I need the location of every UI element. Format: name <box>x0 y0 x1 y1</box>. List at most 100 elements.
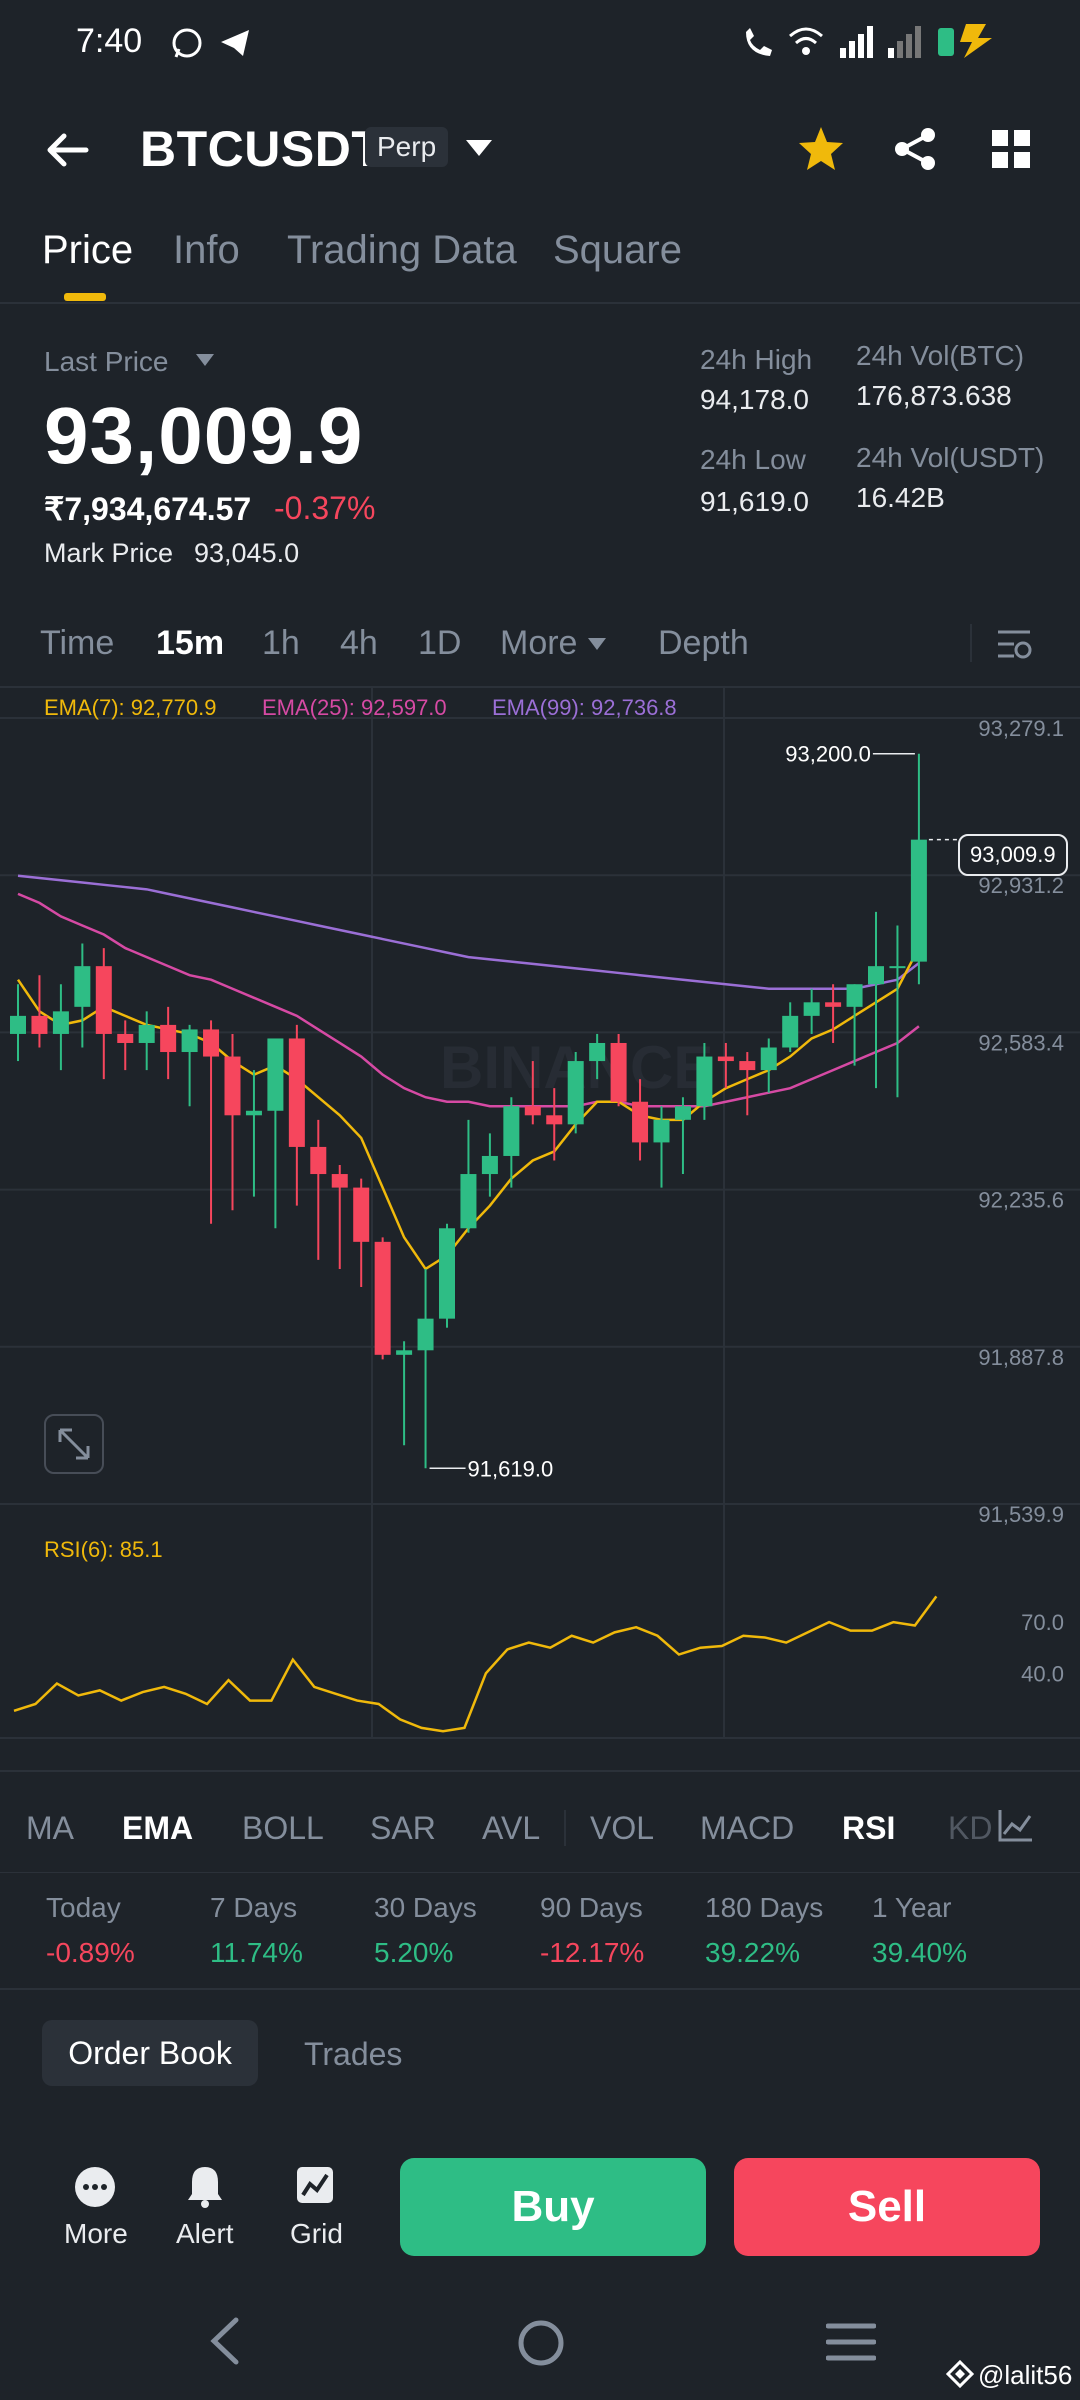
share-icon[interactable] <box>892 126 938 172</box>
candle-body <box>267 1038 284 1111</box>
tab-trading-data[interactable]: Trading Data <box>287 228 517 272</box>
binance-logo-icon <box>946 2360 974 2388</box>
indicator-ema[interactable]: EMA <box>122 1810 194 1846</box>
indicator-macd[interactable]: MACD <box>700 1810 795 1846</box>
tab-square[interactable]: Square <box>553 228 682 272</box>
candle-body <box>374 1241 391 1355</box>
last-price-dropdown-icon[interactable] <box>194 352 216 368</box>
buy-button[interactable]: Buy <box>400 2158 706 2256</box>
candle-body <box>52 1011 69 1034</box>
more-icon[interactable] <box>74 2166 116 2208</box>
divider <box>0 610 1080 611</box>
candle-body <box>782 1015 799 1048</box>
wifi-icon <box>789 27 823 55</box>
fullscreen-button[interactable] <box>44 1414 104 1474</box>
nav-menu-icon[interactable] <box>826 2320 876 2364</box>
signal-2-icon <box>888 26 921 58</box>
y-tick-label: 92,583.4 <box>978 1030 1064 1055</box>
nav-back-icon[interactable] <box>206 2316 246 2366</box>
candle-body <box>653 1119 670 1143</box>
ema7-legend: EMA(7): 92,770.9 <box>44 695 216 720</box>
chart-settings-icon[interactable] <box>994 624 1034 664</box>
candle-body <box>717 1056 734 1062</box>
expand-icon <box>58 1428 90 1460</box>
inr-price: ₹7,934,674.57 <box>44 491 252 527</box>
vol-usdt-label: 24h Vol(USDT) <box>856 442 1045 473</box>
y-axis: 93,279.1 92,931.2 92,583.4 92,235.6 91,887.8… <box>978 716 1064 1527</box>
divider <box>0 302 1080 304</box>
whatsapp-icon <box>172 28 202 58</box>
candle-body <box>117 1033 134 1043</box>
alert-label[interactable]: Alert <box>176 2218 234 2249</box>
header: BTCUSDT Perp <box>0 110 1080 190</box>
rsi-tick-label: 70.0 <box>1021 1610 1064 1635</box>
grid-label[interactable]: Grid <box>290 2218 343 2249</box>
signal-icon <box>840 26 873 58</box>
price-change: -0.37% <box>274 490 376 526</box>
candle-body <box>503 1106 520 1156</box>
symbol-title[interactable]: BTCUSDT <box>140 121 383 177</box>
tab-info[interactable]: Info <box>173 228 240 272</box>
indicator-settings-icon[interactable] <box>996 1806 1036 1846</box>
symbol-dropdown-icon[interactable] <box>464 138 494 160</box>
divider <box>970 624 972 662</box>
divider <box>0 1988 1080 1990</box>
last-price-label[interactable]: Last Price <box>44 346 169 377</box>
candle-body <box>739 1061 756 1071</box>
indicator-ma[interactable]: MA <box>26 1810 74 1846</box>
back-arrow-icon[interactable] <box>46 130 90 170</box>
grid-layout-icon[interactable] <box>990 128 1032 170</box>
indicator-boll[interactable]: BOLL <box>242 1810 324 1846</box>
rsi-panel: 70.0 40.0 <box>13 1595 1064 1733</box>
bell-icon[interactable] <box>184 2164 226 2208</box>
indicator-sar[interactable]: SAR <box>370 1810 436 1846</box>
candle-body <box>760 1047 777 1071</box>
interval-1d[interactable]: 1D <box>418 624 462 662</box>
candle-body <box>567 1061 584 1125</box>
indicator-vol[interactable]: VOL <box>590 1810 655 1846</box>
tab-price[interactable]: Price <box>42 228 134 272</box>
mark-price-label: Mark Price <box>44 538 174 568</box>
indicator-rsi[interactable]: RSI <box>842 1810 896 1846</box>
divider <box>0 686 1080 688</box>
candle-body <box>10 1015 26 1034</box>
perp-badge: Perp <box>365 127 449 167</box>
candle-body <box>74 966 91 1007</box>
price-chart[interactable]: BINANCE 93,200.091,619.0 70.040.0 93,279… <box>0 688 1080 1748</box>
active-tab-indicator <box>64 293 106 301</box>
candle-body <box>868 966 884 985</box>
sell-button[interactable]: Sell <box>734 2158 1040 2256</box>
grid-bot-icon[interactable] <box>294 2164 336 2208</box>
interval-1h[interactable]: 1h <box>262 624 300 662</box>
candle-body <box>203 1029 220 1057</box>
telegram-icon <box>221 30 249 56</box>
candle-body <box>610 1042 627 1102</box>
y-tick-label: 92,931.2 <box>978 873 1064 898</box>
high-marker-label: 93,200.0 <box>785 742 871 767</box>
last-price-value: 93,009.9 <box>44 391 364 480</box>
mark-price-value: 93,045.0 <box>194 538 300 568</box>
low-marker-label: 91,619.0 <box>468 1456 554 1481</box>
perf-today-label: Today <box>46 1892 121 1923</box>
tab-order-book[interactable]: Order Book <box>42 2020 258 2086</box>
indicator-avl[interactable]: AVL <box>482 1810 541 1846</box>
more-dropdown-icon[interactable] <box>586 636 608 652</box>
indicator-kd[interactable]: KD <box>948 1810 993 1846</box>
status-bar: 7:40 <box>0 0 1080 88</box>
candle-body <box>546 1115 563 1125</box>
interval-4h[interactable]: 4h <box>340 624 378 662</box>
perf-today-value: -0.89% <box>46 1937 135 1968</box>
interval-depth[interactable]: Depth <box>658 624 749 662</box>
candle-body <box>825 1002 842 1007</box>
candle-body <box>331 1174 348 1188</box>
interval-15m[interactable]: 15m <box>156 624 225 662</box>
more-label[interactable]: More <box>64 2218 128 2249</box>
nav-home-icon[interactable] <box>516 2318 566 2368</box>
interval-more[interactable]: More <box>500 624 578 662</box>
favorite-star-icon[interactable] <box>796 124 846 174</box>
perf-1y-value: 39.40% <box>872 1937 967 1968</box>
low-24h-label: 24h Low <box>700 444 806 475</box>
perf-90d-value: -12.17% <box>540 1937 645 1968</box>
tab-trades[interactable]: Trades <box>304 2036 403 2072</box>
interval-time[interactable]: Time <box>40 624 115 662</box>
